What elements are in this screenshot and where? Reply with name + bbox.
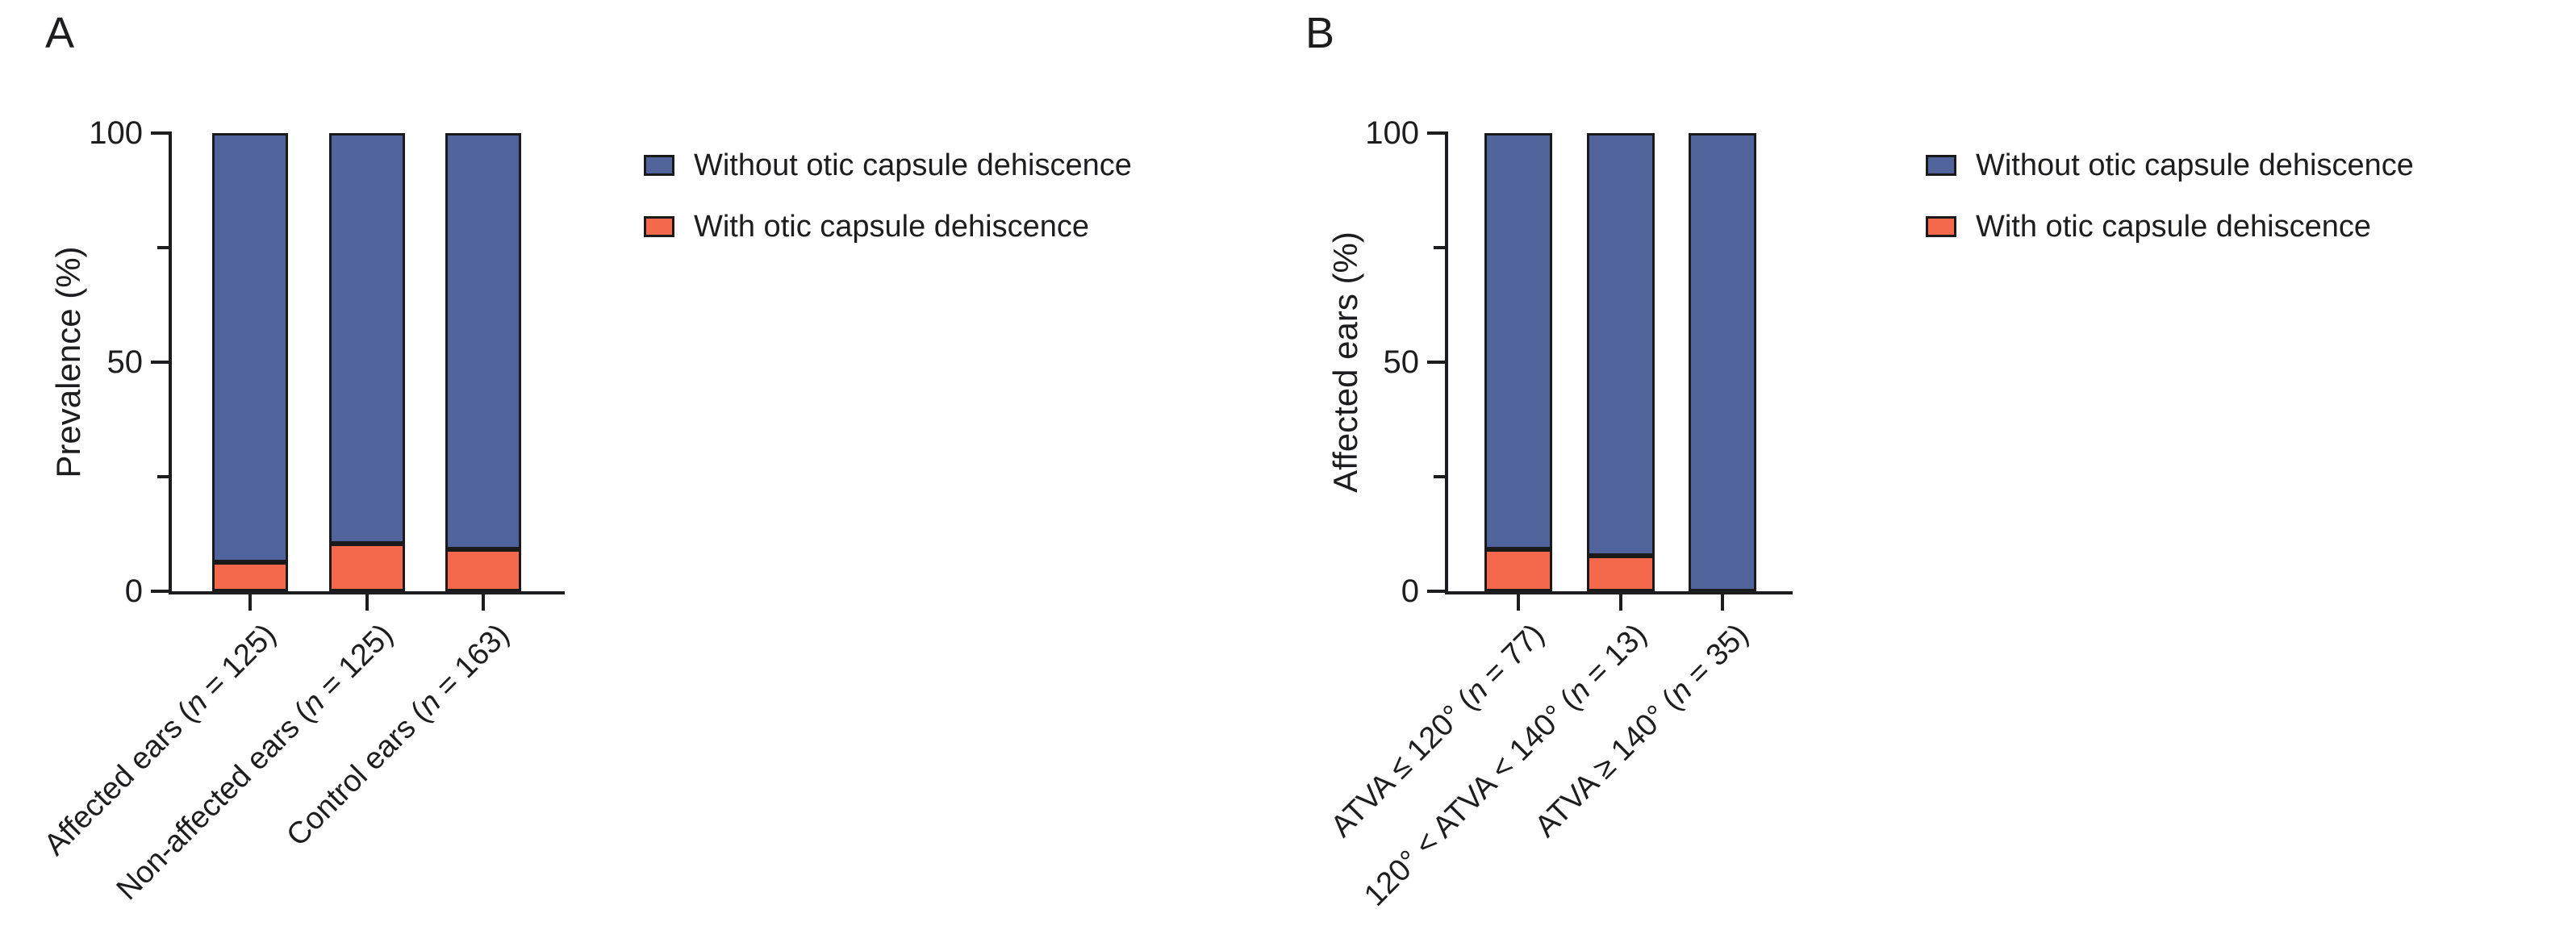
y-tick-minor (157, 475, 169, 478)
y-tick-label: 100 (89, 115, 143, 151)
x-axis (1445, 591, 1793, 594)
x-tick (1517, 594, 1520, 611)
bar-segment-without (1484, 133, 1552, 550)
x-tick (1721, 594, 1724, 611)
bar-segment-without (212, 133, 288, 562)
y-tick-major (1427, 361, 1445, 364)
y-tick-label: 0 (1401, 574, 1419, 609)
legend-label-without: Without otic capsule dehiscence (694, 148, 1132, 182)
bar-segment-without (445, 133, 521, 549)
x-tick (1619, 594, 1622, 611)
x-tick (248, 594, 252, 611)
y-axis (1445, 131, 1448, 593)
legend-row: Without otic capsule dehiscence (1926, 147, 2414, 184)
y-axis (169, 131, 172, 593)
panel-b-label: B (1305, 9, 1335, 57)
y-tick-minor (1434, 475, 1445, 478)
panel-a-label: A (45, 9, 75, 57)
bar-segment-without (329, 133, 405, 544)
y-tick-major (151, 361, 169, 364)
x-tick (365, 594, 369, 611)
y-tick-label: 0 (124, 574, 143, 609)
legend-label-with: With otic capsule dehiscence (694, 210, 1090, 244)
legend-row: Without otic capsule dehiscence (644, 147, 1132, 184)
y-tick-major (151, 590, 169, 593)
x-axis (169, 591, 565, 594)
x-tick (482, 594, 485, 611)
legend-swatch-without-icon (644, 155, 674, 176)
bar-segment-with (1587, 556, 1655, 591)
bar-segment-with (329, 543, 405, 591)
panel-a-legend: Without otic capsule dehiscence With oti… (644, 147, 1132, 269)
y-tick-major (1427, 131, 1445, 135)
bar-segment-with (445, 548, 521, 591)
legend-row: With otic capsule dehiscence (644, 208, 1132, 245)
legend-row: With otic capsule dehiscence (1926, 208, 2414, 245)
bar-segment-with (1484, 549, 1552, 591)
y-tick-major (151, 131, 169, 135)
legend-swatch-with-icon (644, 216, 674, 237)
legend-swatch-with-icon (1926, 216, 1956, 237)
y-tick-label: 100 (1365, 115, 1419, 151)
y-tick-major (1427, 590, 1445, 593)
bar-segment-without (1689, 133, 1756, 591)
y-tick-label: 50 (1383, 344, 1420, 380)
bar-segment-without (1587, 133, 1655, 557)
bar-segment-with (212, 561, 288, 591)
legend-label-without: Without otic capsule dehiscence (1976, 148, 2414, 182)
legend-swatch-without-icon (1926, 155, 1956, 176)
y-tick-minor (157, 246, 169, 249)
y-tick-label: 50 (106, 344, 144, 380)
legend-label-with: With otic capsule dehiscence (1976, 210, 2372, 244)
y-tick-minor (1434, 246, 1445, 249)
x-category-label: ATVA ≥ 140° (n = 35) (1528, 617, 1756, 845)
panel-b-legend: Without otic capsule dehiscence With oti… (1926, 147, 2414, 269)
